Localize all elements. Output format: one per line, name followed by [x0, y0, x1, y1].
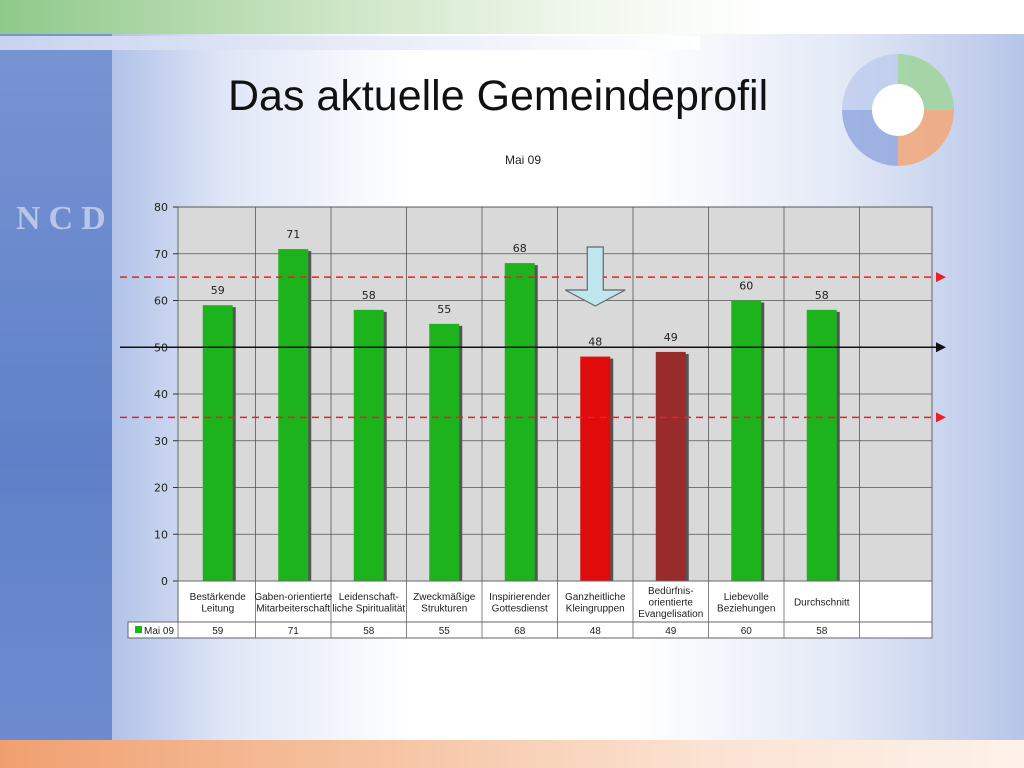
down-arrow-marker [564, 246, 626, 307]
table-value: 68 [514, 626, 526, 637]
reference-arrowhead [936, 272, 946, 283]
category-label: Gottesdienst [492, 603, 548, 614]
category-label: Bestärkende [190, 592, 247, 603]
data-label: 49 [664, 331, 678, 344]
bar-7 [655, 351, 686, 581]
category-label: Gaben-orientierte [254, 592, 332, 603]
data-label: 71 [286, 228, 300, 241]
bar-4 [429, 323, 460, 581]
bar-6 [580, 356, 611, 581]
category-label: Durchschnitt [794, 598, 850, 609]
category-label: Ganzheitliche [565, 592, 626, 603]
y-tick-label: 30 [154, 435, 168, 448]
y-tick-label: 0 [161, 575, 168, 588]
legend-swatch [135, 626, 142, 633]
category-label: Mitarbeiterschaft [256, 603, 330, 614]
table-value: 48 [590, 626, 602, 637]
table-value: 55 [439, 626, 451, 637]
bar-2 [278, 249, 309, 581]
bar-5 [504, 263, 535, 581]
chart-title: Mai 09 [505, 153, 542, 167]
y-tick-label: 60 [154, 295, 168, 308]
category-label: Bedürfnis- [648, 586, 694, 597]
table-value-row [127, 621, 933, 639]
bar-1 [202, 305, 233, 581]
bar-3 [353, 309, 384, 581]
data-label: 68 [513, 242, 527, 255]
y-tick-label: 40 [154, 388, 168, 401]
data-label: 48 [588, 336, 602, 349]
category-label: Leitung [201, 603, 234, 614]
reference-arrowhead [936, 412, 946, 423]
table-value: 71 [288, 626, 300, 637]
data-label: 60 [739, 280, 753, 293]
data-label: 58 [815, 289, 829, 302]
category-label: Kleingruppen [566, 603, 625, 614]
category-label: Liebevolle [724, 592, 769, 603]
data-label: 59 [211, 284, 225, 297]
category-label: Beziehungen [717, 603, 775, 614]
bottom-decor-strip [0, 740, 1024, 768]
table-value: 58 [363, 626, 375, 637]
y-tick-label: 70 [154, 248, 168, 261]
table-value: 49 [665, 626, 677, 637]
y-tick-label: 80 [154, 201, 168, 214]
ncd-logo-icon [842, 54, 954, 166]
page-title: Das aktuelle Gemeindeprofil [228, 72, 769, 120]
category-label: orientierte [649, 598, 694, 609]
y-tick-label: 20 [154, 482, 168, 495]
table-value: 58 [816, 626, 828, 637]
table-value: 59 [212, 626, 224, 637]
category-label: Inspirierender [489, 592, 551, 603]
ncd-logo-text: NCD [16, 200, 114, 237]
category-label: Leidenschaft- [339, 592, 399, 603]
left-band [0, 0, 112, 768]
category-label: liche Spiritualität [332, 603, 405, 614]
top-decor-strip-2 [0, 36, 700, 50]
top-decor-strip [0, 0, 1024, 34]
y-tick-label: 10 [154, 528, 168, 541]
category-label: Strukturen [421, 603, 467, 614]
baseline-arrowhead [936, 342, 946, 353]
category-label: Zweckmäßige [413, 592, 476, 603]
bar-9 [806, 309, 837, 581]
table-value: 60 [741, 626, 753, 637]
table-category-row [177, 580, 933, 623]
bar-8 [731, 300, 762, 581]
data-label: 55 [437, 303, 451, 316]
data-label: 58 [362, 289, 376, 302]
legend-series-name: Mai 09 [144, 626, 174, 637]
category-label: Evangelisation [638, 609, 703, 620]
